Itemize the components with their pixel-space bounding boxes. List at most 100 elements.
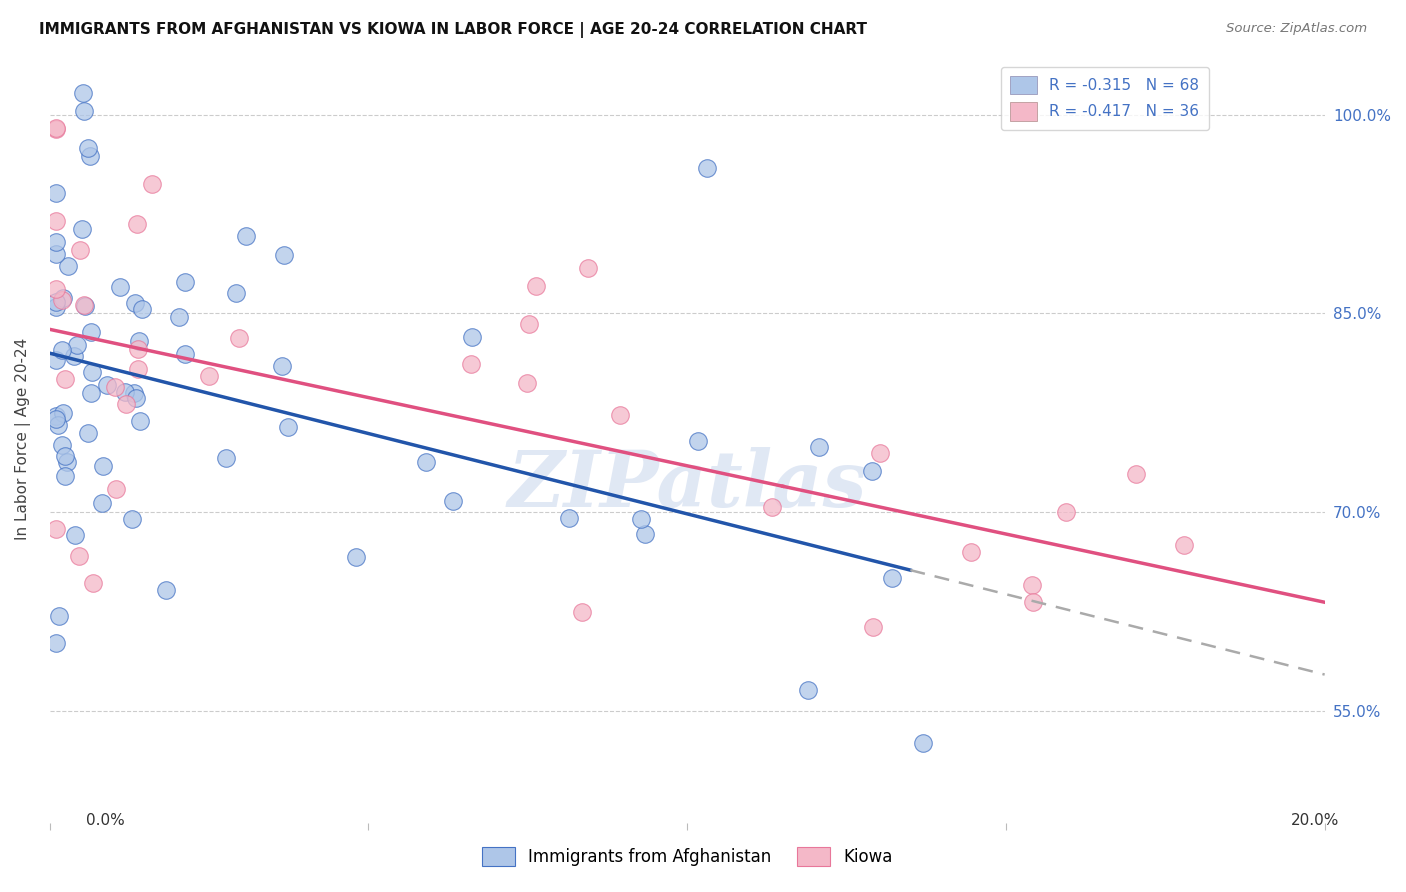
Point	[70, 222, 93, 236]
Point	[524, 279, 547, 293]
Point	[46, 418, 69, 433]
Point	[127, 342, 149, 356]
Point	[517, 317, 540, 331]
Point	[82, 575, 104, 590]
Point	[76, 426, 98, 441]
Point	[173, 275, 195, 289]
Point	[460, 357, 482, 371]
Point	[45, 235, 67, 249]
Point	[461, 329, 484, 343]
Point	[51, 293, 73, 307]
Point	[65, 527, 87, 541]
Point	[686, 434, 709, 449]
Point	[45, 636, 67, 650]
Point	[271, 359, 294, 373]
Point	[141, 178, 163, 192]
Point	[1021, 577, 1043, 591]
Point	[1022, 594, 1045, 608]
Point	[53, 450, 76, 464]
Legend: R = -0.315   N = 68, R = -0.417   N = 36: R = -0.315 N = 68, R = -0.417 N = 36	[1001, 67, 1209, 130]
Point	[51, 406, 73, 420]
Point	[516, 376, 538, 390]
Point	[79, 149, 101, 163]
Point	[122, 386, 145, 401]
Point	[441, 493, 464, 508]
Point	[45, 412, 67, 426]
Point	[45, 409, 67, 423]
Point	[53, 372, 76, 386]
Point	[73, 299, 96, 313]
Point	[167, 310, 190, 325]
Point	[45, 121, 67, 136]
Point	[235, 229, 257, 244]
Point	[225, 285, 247, 300]
Point	[273, 248, 295, 262]
Point	[860, 464, 883, 478]
Point	[51, 438, 73, 452]
Text: ZIPatlas: ZIPatlas	[508, 447, 868, 524]
Point	[69, 244, 91, 258]
Point	[73, 104, 96, 119]
Point	[128, 334, 150, 348]
Point	[82, 365, 104, 379]
Point	[197, 368, 219, 383]
Point	[808, 440, 831, 454]
Point	[1173, 539, 1195, 553]
Point	[880, 571, 903, 585]
Text: 20.0%: 20.0%	[1291, 814, 1339, 828]
Text: IMMIGRANTS FROM AFGHANISTAN VS KIOWA IN LABOR FORCE | AGE 20-24 CORRELATION CHAR: IMMIGRANTS FROM AFGHANISTAN VS KIOWA IN …	[39, 22, 868, 38]
Point	[51, 343, 73, 357]
Point	[609, 409, 631, 423]
Point	[80, 325, 103, 339]
Point	[121, 512, 143, 526]
Point	[228, 331, 250, 345]
Point	[960, 545, 983, 559]
Point	[630, 512, 652, 526]
Point	[125, 391, 148, 405]
Point	[72, 86, 94, 100]
Point	[115, 397, 138, 411]
Point	[558, 511, 581, 525]
Y-axis label: In Labor Force | Age 20-24: In Labor Force | Age 20-24	[15, 338, 31, 541]
Point	[124, 295, 146, 310]
Point	[45, 247, 67, 261]
Point	[52, 291, 75, 305]
Point	[1056, 505, 1078, 519]
Point	[96, 377, 118, 392]
Point	[125, 217, 148, 231]
Point	[45, 282, 67, 296]
Point	[104, 380, 127, 394]
Point	[911, 735, 934, 749]
Point	[114, 385, 136, 400]
Point	[128, 414, 150, 428]
Point	[56, 455, 79, 469]
Point	[155, 583, 177, 598]
Point	[696, 161, 718, 176]
Point	[131, 301, 153, 316]
Text: 0.0%: 0.0%	[86, 814, 125, 828]
Point	[45, 295, 67, 310]
Point	[55, 469, 77, 483]
Point	[796, 683, 818, 698]
Point	[108, 280, 131, 294]
Point	[72, 298, 94, 312]
Point	[571, 605, 593, 619]
Point	[344, 549, 367, 564]
Text: Source: ZipAtlas.com: Source: ZipAtlas.com	[1226, 22, 1367, 36]
Point	[576, 260, 599, 275]
Point	[45, 300, 67, 314]
Point	[56, 259, 79, 273]
Point	[45, 353, 67, 368]
Point	[862, 619, 884, 633]
Point	[45, 522, 67, 536]
Point	[80, 386, 103, 401]
Point	[1125, 467, 1147, 481]
Point	[45, 186, 67, 200]
Point	[761, 500, 783, 514]
Point	[634, 527, 657, 541]
Point	[63, 350, 86, 364]
Point	[277, 420, 299, 434]
Point	[67, 549, 90, 564]
Point	[105, 482, 128, 496]
Point	[173, 347, 195, 361]
